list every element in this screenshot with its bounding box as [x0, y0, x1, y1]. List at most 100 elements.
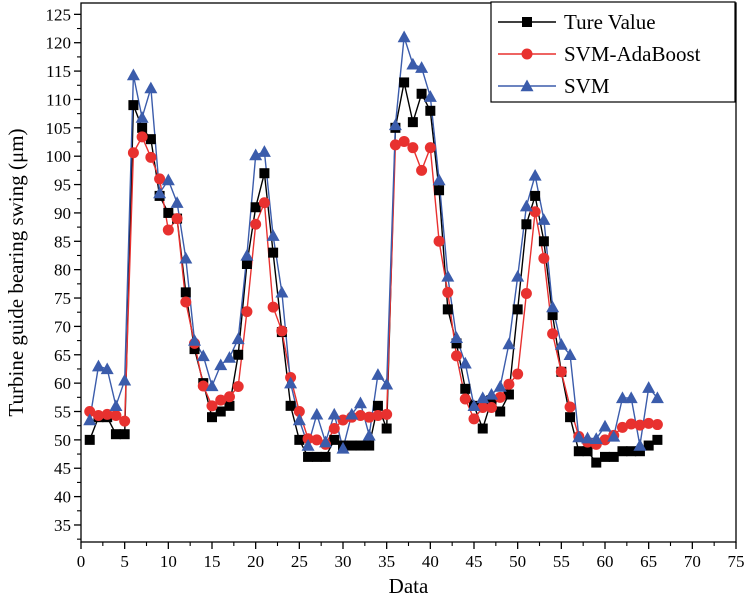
data-point — [232, 381, 244, 393]
data-point — [538, 236, 549, 247]
data-point — [423, 90, 437, 102]
y-tick-label: 95 — [54, 176, 71, 195]
data-point — [327, 407, 341, 420]
data-point — [353, 396, 367, 409]
series-markers — [83, 30, 664, 468]
data-point — [643, 440, 654, 451]
data-point — [337, 414, 349, 426]
data-point — [259, 168, 270, 179]
data-point — [484, 387, 498, 400]
data-point — [381, 423, 392, 434]
data-point — [170, 196, 184, 208]
data-point — [397, 30, 411, 43]
data-point — [581, 431, 595, 444]
data-point — [434, 185, 445, 196]
data-point — [617, 446, 628, 457]
data-point — [292, 413, 306, 426]
data-point — [294, 434, 305, 445]
data-point — [336, 441, 350, 454]
data-point — [398, 135, 410, 147]
data-point — [598, 419, 612, 432]
data-point — [355, 440, 366, 451]
data-point — [442, 286, 454, 298]
data-point — [301, 439, 315, 451]
data-point — [241, 258, 252, 269]
x-tick-label: 0 — [77, 552, 86, 571]
data-point — [616, 421, 628, 433]
data-point — [372, 400, 383, 411]
x-tick-label: 55 — [553, 552, 570, 571]
data-point — [127, 147, 139, 159]
data-point — [634, 446, 645, 457]
data-point — [520, 287, 532, 299]
data-point — [519, 199, 533, 212]
data-point — [626, 446, 637, 457]
y-tick-label: 110 — [46, 90, 71, 109]
data-point — [563, 348, 577, 360]
data-point — [311, 451, 322, 462]
y-tick-label: 80 — [54, 261, 71, 280]
data-point — [92, 409, 104, 421]
data-point — [607, 429, 621, 442]
data-point — [564, 401, 576, 413]
y-tick-label: 50 — [54, 431, 71, 450]
data-point — [267, 301, 279, 313]
x-tick-label: 60 — [597, 552, 614, 571]
data-point — [135, 111, 149, 123]
data-point — [214, 358, 228, 371]
y-tick-label: 125 — [46, 5, 72, 24]
data-point — [189, 344, 200, 355]
data-point — [643, 417, 655, 429]
data-point — [450, 331, 464, 343]
data-point — [467, 399, 481, 412]
y-tick-label: 40 — [54, 488, 71, 507]
data-point — [329, 434, 340, 445]
data-point — [145, 151, 157, 163]
y-tick-label: 65 — [54, 346, 71, 365]
x-tick-label: 15 — [204, 552, 221, 571]
x-tick-label: 35 — [378, 552, 395, 571]
legend-marker — [522, 17, 532, 27]
data-point — [179, 251, 193, 264]
data-point — [476, 391, 490, 404]
data-point — [320, 451, 331, 462]
y-tick-label: 60 — [54, 374, 71, 393]
data-point — [495, 406, 506, 417]
x-tick-label: 25 — [291, 552, 308, 571]
data-point — [257, 145, 271, 157]
data-point — [388, 118, 402, 131]
data-point — [442, 304, 453, 315]
data-point — [354, 409, 366, 421]
data-point — [258, 197, 270, 209]
data-point — [468, 413, 480, 425]
data-point — [432, 173, 446, 186]
data-point — [546, 300, 560, 313]
y-axis-title: Turbine guide bearing swing (μm) — [4, 128, 28, 416]
data-point — [458, 356, 472, 369]
data-point — [250, 218, 262, 230]
data-point — [477, 423, 488, 434]
data-point — [224, 400, 235, 411]
data-point — [109, 399, 123, 412]
data-point — [231, 332, 245, 345]
data-point — [406, 57, 420, 70]
data-point — [512, 304, 523, 315]
y-tick-label: 115 — [46, 62, 71, 81]
data-point — [371, 368, 385, 380]
data-point — [485, 402, 497, 414]
data-point — [303, 451, 314, 462]
data-point — [285, 400, 296, 411]
data-point — [424, 142, 436, 154]
y-tick-label: 75 — [54, 289, 71, 308]
data-point — [651, 419, 663, 431]
data-point — [345, 407, 359, 420]
data-point — [537, 213, 551, 225]
data-point — [84, 406, 96, 418]
x-tick-label: 20 — [247, 552, 264, 571]
data-point — [215, 406, 226, 417]
data-point — [407, 142, 419, 154]
data-point — [634, 419, 646, 431]
data-point — [137, 122, 148, 133]
data-point — [284, 376, 298, 389]
data-point — [459, 393, 471, 405]
